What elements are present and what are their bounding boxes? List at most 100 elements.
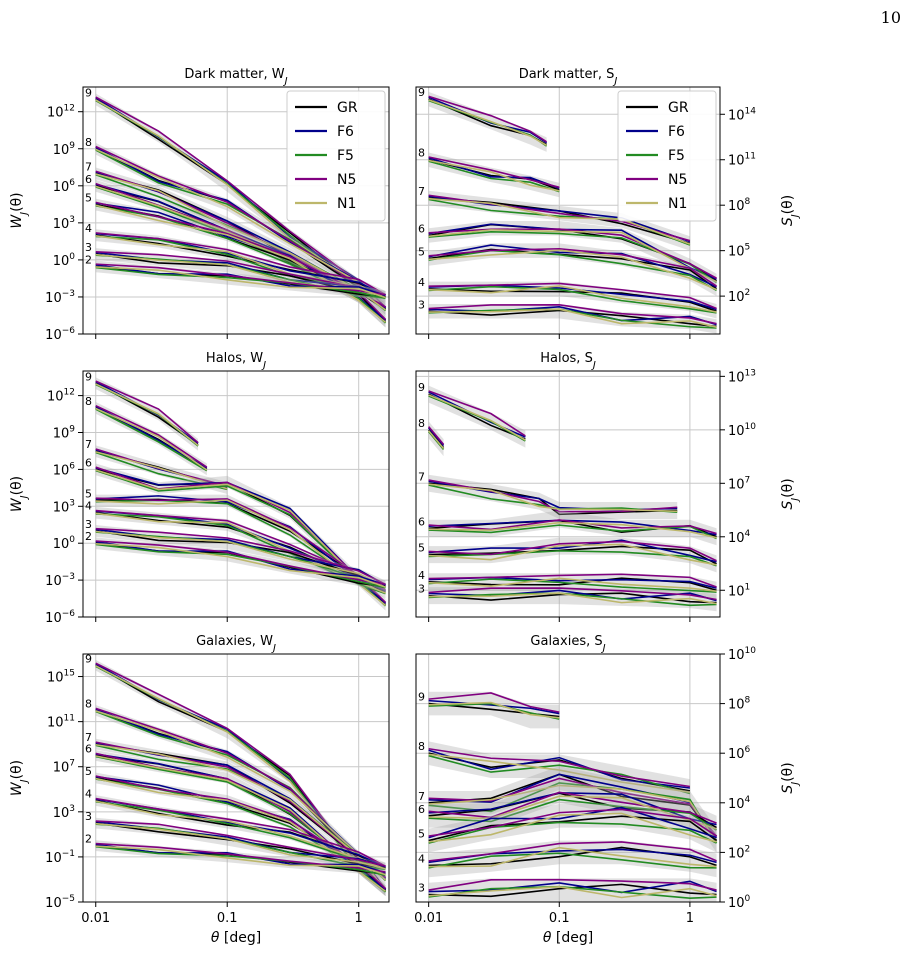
y-tick-label: 10−6 xyxy=(45,609,75,626)
panel-2: 9 8 7 6 5 4 3 Dark matter, SJ 1014 1011 108 105 102 S… xyxy=(415,67,801,339)
y-tick-label: 104 xyxy=(728,795,751,812)
series-line-F5-J4 xyxy=(95,513,386,595)
legend-label-N1: N1 xyxy=(668,196,687,212)
series-line-N5-J9 xyxy=(95,380,199,444)
series-line-N5-J8 xyxy=(428,156,560,189)
series-line-N1-J8 xyxy=(428,753,691,793)
error-band-J4 xyxy=(428,840,717,878)
axes-frame xyxy=(415,370,721,618)
order-label-J2: 2 xyxy=(85,530,92,543)
axes-frame xyxy=(82,370,390,618)
series-line-N5-J2 xyxy=(95,263,386,296)
order-label-J5: 5 xyxy=(418,828,425,841)
series-line-N5-J4 xyxy=(95,797,386,867)
y-axis-label: SJ(θ) xyxy=(780,478,801,509)
order-label-J8: 8 xyxy=(85,395,92,408)
order-label-J3: 3 xyxy=(85,241,92,254)
series-line-F5-J4 xyxy=(428,852,717,869)
order-label-J7: 7 xyxy=(418,470,425,483)
series-line-N5-J4 xyxy=(428,841,717,862)
order-label-J4: 4 xyxy=(418,569,425,582)
series-line-N1-J4 xyxy=(428,285,717,313)
series-line-N5-J9 xyxy=(428,390,526,437)
y-tick-label: 106 xyxy=(53,178,76,195)
series-line-F5-J6 xyxy=(95,469,360,582)
y-tick-label: 105 xyxy=(728,243,750,260)
series-line-GR-J5 xyxy=(95,777,387,892)
order-label-J4: 4 xyxy=(85,222,92,235)
order-label-J6: 6 xyxy=(418,223,425,236)
y-tick-label: 102 xyxy=(728,844,750,861)
series-line-N1-J4 xyxy=(428,846,717,868)
error-band-J9 xyxy=(95,93,386,316)
y-tick-label: 1010 xyxy=(728,422,756,439)
error-band-J9 xyxy=(95,659,386,897)
y-axis-label: WJ(θ) xyxy=(9,192,30,228)
series-line-N1-J8 xyxy=(428,430,445,450)
series-line-N1-J3 xyxy=(428,308,717,328)
y-tick-label: 10−3 xyxy=(45,572,75,589)
error-band-J3 xyxy=(428,878,717,902)
series-line-F6-J6 xyxy=(428,519,717,536)
panel-title: Halos, WJ xyxy=(206,351,266,371)
y-tick-label: 100 xyxy=(53,252,76,269)
series-line-N1-J3 xyxy=(95,530,386,588)
series-line-F5-J3 xyxy=(428,885,717,899)
series-line-N5-J2 xyxy=(95,540,386,586)
legend: GR F6 F5 N5 N1 xyxy=(286,90,386,222)
series-line-N1-J5 xyxy=(428,812,717,843)
series-line-N5-J2 xyxy=(95,842,386,873)
order-label-J9: 9 xyxy=(85,86,92,99)
legend-box xyxy=(286,90,386,222)
order-label-J8: 8 xyxy=(85,136,92,149)
panel-title: Galaxies, SJ xyxy=(530,634,605,654)
order-label-J7: 7 xyxy=(85,731,92,744)
y-axis-label: SJ(θ) xyxy=(780,195,801,226)
y-tick-label: 106 xyxy=(53,461,76,478)
order-label-J9: 9 xyxy=(418,381,425,394)
page-number: 10 xyxy=(880,8,901,27)
axes-frame xyxy=(415,86,721,335)
error-band-J4 xyxy=(95,229,386,303)
series-line-F5-J4 xyxy=(428,285,717,314)
series-line-N1-J5 xyxy=(95,777,387,892)
y-tick-label: 101 xyxy=(728,582,750,599)
order-label-J5: 5 xyxy=(85,765,92,778)
y-tick-label: 109 xyxy=(53,425,76,442)
series-line-F5-J8 xyxy=(95,408,208,472)
panel-title: Galaxies, WJ xyxy=(196,634,276,654)
order-label-J9: 9 xyxy=(85,652,92,665)
series-line-F6-J6 xyxy=(428,792,717,826)
series-line-F6-J9 xyxy=(428,699,560,715)
series-line-N1-J7 xyxy=(428,483,678,513)
error-band-J3 xyxy=(95,525,386,593)
y-axis-label: WJ(θ) xyxy=(9,476,30,512)
panel-6: 9 8 76 5 4 3 Galaxies, SJ 1010 108 106 104 102 100 0.… xyxy=(414,634,800,946)
y-tick-label: 108 xyxy=(728,197,751,214)
order-label-J6: 6 xyxy=(85,456,92,469)
legend-label-F6: F6 xyxy=(668,124,685,140)
series-line-N5-J3 xyxy=(428,587,717,601)
y-tick-label: 100 xyxy=(53,535,76,552)
legend-box xyxy=(617,90,717,222)
series-line-GR-J3 xyxy=(428,592,717,604)
series-line-F5-J4 xyxy=(428,578,717,593)
order-label-J3: 3 xyxy=(418,583,425,596)
error-band-J5 xyxy=(95,772,386,897)
series-line-N1-J3 xyxy=(95,822,386,870)
series-line-N1-J5 xyxy=(428,249,717,291)
series-line-N1-J6 xyxy=(95,469,360,582)
series-line-N5-J8 xyxy=(428,747,691,788)
x-tick-label: 1 xyxy=(686,911,694,926)
y-tick-label: 108 xyxy=(728,696,751,713)
y-tick-label: 1014 xyxy=(728,106,756,123)
order-label-J5: 5 xyxy=(418,246,425,259)
error-band-J8 xyxy=(428,152,560,198)
y-tick-label: 103 xyxy=(53,804,75,821)
y-tick-label: 1013 xyxy=(728,368,756,385)
series-line-F5-J2 xyxy=(95,543,386,589)
series-line-N1-J2 xyxy=(95,266,386,299)
x-tick-label: 0.01 xyxy=(81,911,110,926)
